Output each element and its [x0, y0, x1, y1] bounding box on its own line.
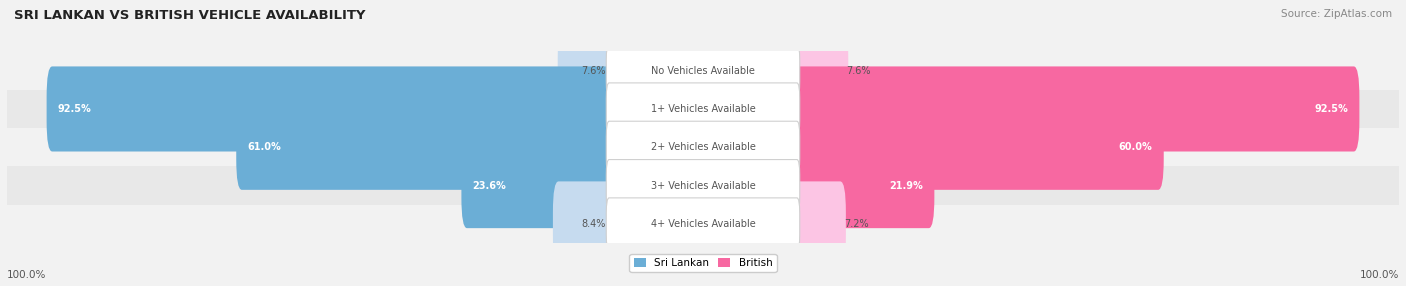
Text: 100.0%: 100.0%	[1360, 270, 1399, 280]
Text: 21.9%: 21.9%	[890, 181, 924, 190]
FancyBboxPatch shape	[461, 143, 614, 228]
Text: 1+ Vehicles Available: 1+ Vehicles Available	[651, 104, 755, 114]
FancyBboxPatch shape	[792, 181, 846, 267]
Text: 3+ Vehicles Available: 3+ Vehicles Available	[651, 181, 755, 190]
FancyBboxPatch shape	[7, 51, 1399, 90]
Text: 4+ Vehicles Available: 4+ Vehicles Available	[651, 219, 755, 229]
Text: 7.2%: 7.2%	[844, 219, 869, 229]
FancyBboxPatch shape	[606, 198, 800, 250]
Text: No Vehicles Available: No Vehicles Available	[651, 66, 755, 76]
FancyBboxPatch shape	[792, 66, 1360, 152]
Text: 7.6%: 7.6%	[581, 66, 606, 76]
Text: 8.4%: 8.4%	[581, 219, 606, 229]
Text: 2+ Vehicles Available: 2+ Vehicles Available	[651, 142, 755, 152]
Text: 60.0%: 60.0%	[1119, 142, 1153, 152]
Text: 92.5%: 92.5%	[1315, 104, 1348, 114]
FancyBboxPatch shape	[7, 90, 1399, 128]
FancyBboxPatch shape	[606, 83, 800, 135]
FancyBboxPatch shape	[792, 143, 935, 228]
FancyBboxPatch shape	[236, 105, 614, 190]
FancyBboxPatch shape	[7, 166, 1399, 205]
Text: 23.6%: 23.6%	[472, 181, 506, 190]
Text: Source: ZipAtlas.com: Source: ZipAtlas.com	[1281, 9, 1392, 19]
Text: 61.0%: 61.0%	[247, 142, 281, 152]
Text: 92.5%: 92.5%	[58, 104, 91, 114]
FancyBboxPatch shape	[553, 181, 614, 267]
FancyBboxPatch shape	[792, 28, 848, 113]
FancyBboxPatch shape	[46, 66, 614, 152]
Text: SRI LANKAN VS BRITISH VEHICLE AVAILABILITY: SRI LANKAN VS BRITISH VEHICLE AVAILABILI…	[14, 9, 366, 21]
FancyBboxPatch shape	[7, 128, 1399, 166]
Text: 100.0%: 100.0%	[7, 270, 46, 280]
Text: 7.6%: 7.6%	[846, 66, 870, 76]
FancyBboxPatch shape	[606, 121, 800, 173]
Legend: Sri Lankan, British: Sri Lankan, British	[630, 254, 776, 272]
FancyBboxPatch shape	[7, 205, 1399, 243]
FancyBboxPatch shape	[792, 105, 1164, 190]
FancyBboxPatch shape	[606, 45, 800, 97]
FancyBboxPatch shape	[606, 160, 800, 212]
FancyBboxPatch shape	[558, 28, 614, 113]
